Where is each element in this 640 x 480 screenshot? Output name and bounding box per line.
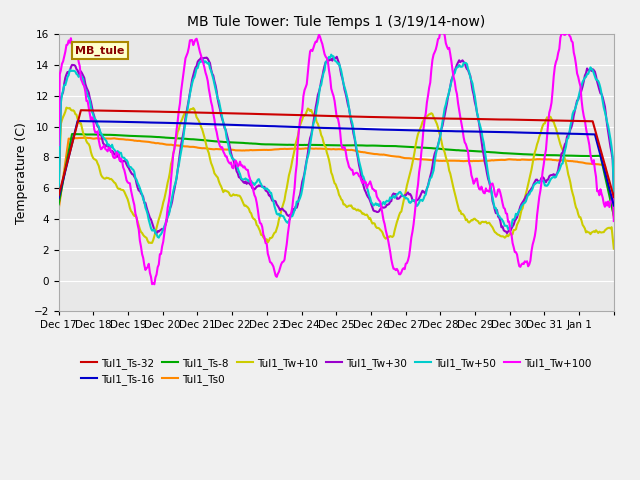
Text: MB_tule: MB_tule	[76, 46, 125, 56]
Title: MB Tule Tower: Tule Temps 1 (3/19/14-now): MB Tule Tower: Tule Temps 1 (3/19/14-now…	[187, 15, 485, 29]
Legend: Tul1_Ts-32, Tul1_Ts-16, Tul1_Ts-8, Tul1_Ts0, Tul1_Tw+10, Tul1_Tw+30, Tul1_Tw+50,: Tul1_Ts-32, Tul1_Ts-16, Tul1_Ts-8, Tul1_…	[77, 354, 595, 389]
Y-axis label: Temperature (C): Temperature (C)	[15, 122, 28, 224]
